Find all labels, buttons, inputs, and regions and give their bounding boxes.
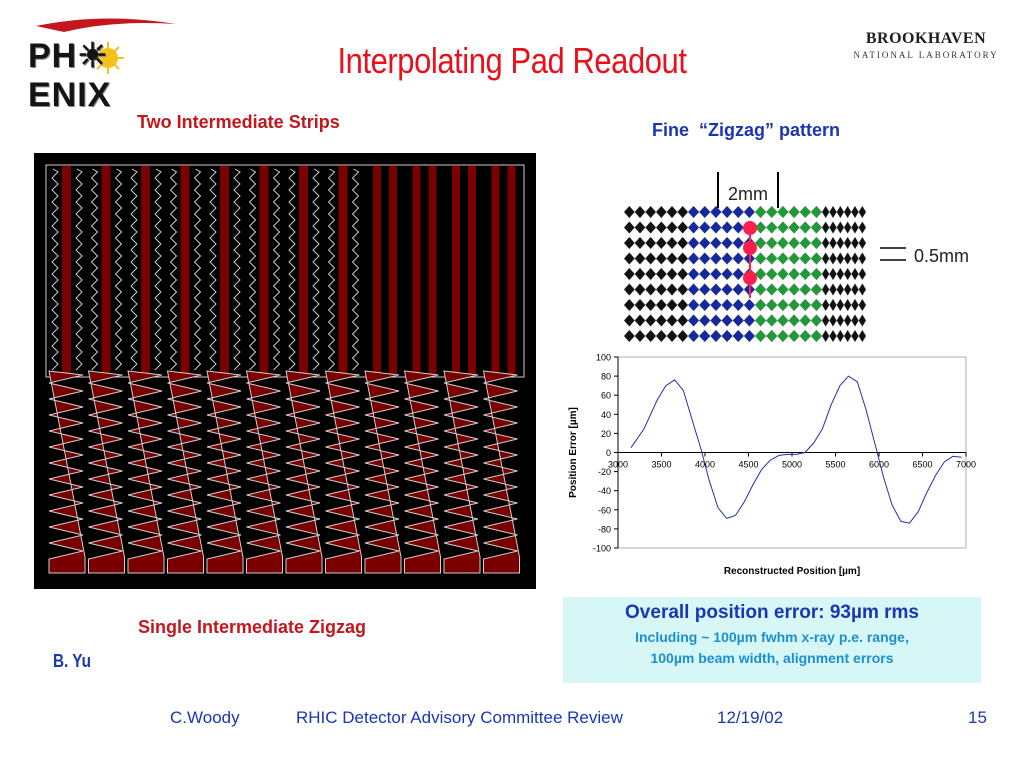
brookhaven-logo: BROOKHAVEN NATIONAL LABORATORY bbox=[846, 30, 1006, 70]
x-tick-label: 7000 bbox=[956, 460, 976, 470]
series-line bbox=[630, 375, 962, 524]
y-tick-label: 60 bbox=[601, 391, 611, 401]
phenix-logo: PH☀ENIX bbox=[24, 18, 186, 114]
brookhaven-logo-name: BROOKHAVEN bbox=[865, 30, 987, 47]
x-tick-label: 3500 bbox=[651, 460, 671, 470]
summary-detail-1: Including ~ 100µm fwhm x-ray p.e. range, bbox=[635, 629, 909, 645]
credit-label: B. Yu bbox=[53, 651, 91, 671]
y-tick-label: 100 bbox=[596, 353, 611, 363]
x-tick-label: 4500 bbox=[738, 460, 758, 470]
footer-page-number: 15 bbox=[968, 708, 987, 727]
x-tick-label: 3000 bbox=[608, 460, 628, 470]
x-axis-label: Reconstructed Position [µm] bbox=[724, 566, 860, 577]
x-tick-label: 6500 bbox=[912, 460, 932, 470]
y-tick-label: -20 bbox=[598, 467, 611, 477]
phenix-swoosh-icon bbox=[36, 18, 176, 74]
two-strips-label: Two Intermediate Strips bbox=[137, 112, 340, 132]
dim-2mm-label: 2mm bbox=[728, 184, 768, 204]
y-tick-label: -100 bbox=[593, 544, 611, 554]
pad-layout-image bbox=[34, 153, 536, 589]
single-zigzag-label: Single Intermediate Zigzag bbox=[138, 617, 367, 637]
zigzag-pattern-diagram bbox=[623, 172, 906, 343]
y-axis-label: Position Error [µm] bbox=[568, 407, 579, 498]
summary-box: Overall position error: 93µm rms Includi… bbox=[563, 597, 981, 683]
footer-author: C.Woody bbox=[170, 708, 240, 727]
y-tick-label: -60 bbox=[598, 505, 611, 515]
y-tick-label: 40 bbox=[601, 410, 611, 420]
zigzag-pattern-label: Fine “Zigzag” pattern bbox=[652, 120, 841, 140]
footer-date: 12/19/02 bbox=[717, 708, 784, 727]
y-tick-label: -40 bbox=[598, 486, 611, 496]
summary-detail-2: 100µm beam width, alignment errors bbox=[650, 650, 894, 666]
page-title: Interpolating Pad Readout bbox=[337, 40, 687, 81]
x-tick-label: 5000 bbox=[782, 460, 802, 470]
x-tick-label: 5500 bbox=[825, 460, 845, 470]
y-tick-label: 0 bbox=[606, 448, 611, 458]
summary-main-text: Overall position error: 93µm rms bbox=[625, 602, 919, 623]
y-tick-label: 80 bbox=[601, 372, 611, 382]
y-tick-label: 20 bbox=[601, 429, 611, 439]
brookhaven-logo-subtitle: NATIONAL LABORATORY bbox=[853, 50, 999, 60]
y-tick-label: -80 bbox=[598, 524, 611, 534]
dim-05mm-label: 0.5mm bbox=[914, 246, 970, 266]
footer-event: RHIC Detector Advisory Committee Review bbox=[296, 708, 623, 727]
x-tick-label: 6000 bbox=[869, 460, 889, 470]
phenix-logo-text: PH☀ENIX bbox=[28, 37, 112, 114]
